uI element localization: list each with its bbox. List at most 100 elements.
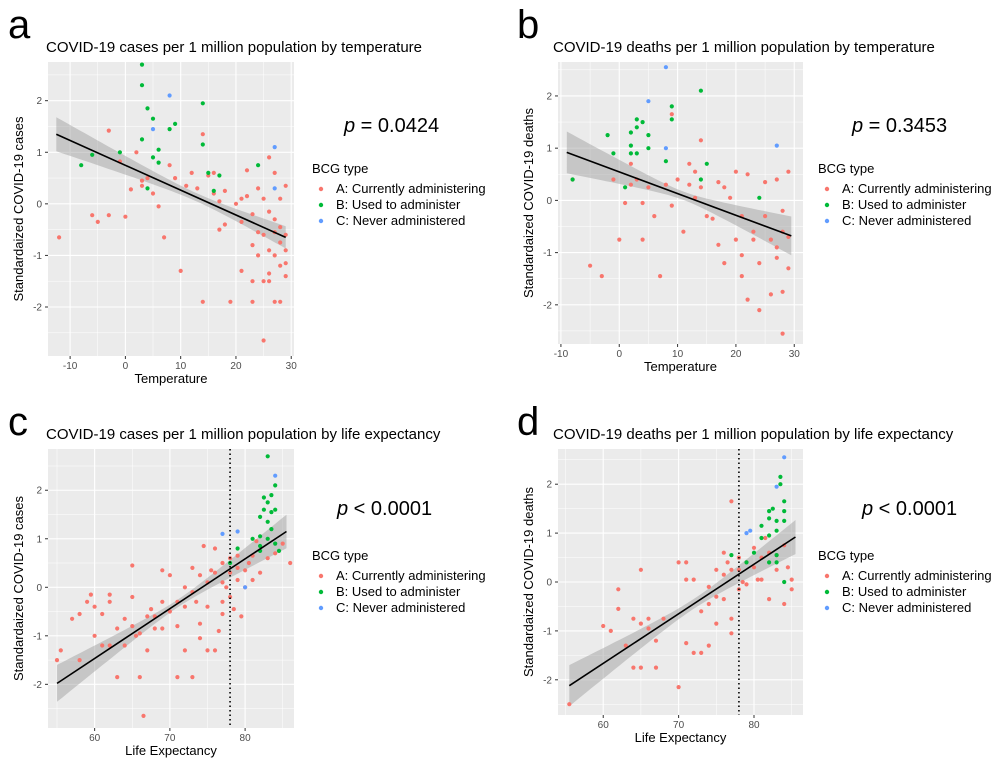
- regression-line: [568, 536, 796, 687]
- data-point: [77, 611, 82, 617]
- data-point: [106, 128, 111, 133]
- data-point: [134, 150, 139, 155]
- data-point: [269, 527, 274, 532]
- data-point: [58, 648, 63, 653]
- data-point: [178, 268, 183, 273]
- data-point: [235, 553, 240, 558]
- data-point: [267, 248, 272, 253]
- legend-label: C: Never administered: [842, 213, 971, 228]
- legend-label: B: Used to administer: [842, 197, 967, 212]
- data-point: [278, 263, 283, 268]
- data-point: [197, 621, 203, 626]
- y-tick-label: -2: [33, 680, 42, 691]
- data-point: [744, 531, 749, 536]
- y-tick-label: -1: [543, 248, 552, 259]
- data-point: [258, 514, 263, 520]
- data-point: [85, 599, 90, 604]
- data-point: [759, 535, 764, 541]
- data-point: [205, 604, 210, 609]
- data-point: [634, 125, 639, 130]
- data-point: [115, 675, 120, 680]
- x-tick-label: -10: [554, 349, 569, 360]
- data-point: [235, 577, 240, 583]
- data-point: [691, 577, 696, 582]
- data-point: [767, 533, 772, 538]
- data-point: [130, 563, 135, 568]
- data-point: [722, 261, 727, 266]
- data-point: [212, 570, 218, 575]
- data-point: [652, 214, 657, 219]
- data-point: [729, 616, 734, 621]
- data-point: [222, 188, 227, 193]
- data-point: [714, 567, 719, 572]
- legend-swatch-A: [824, 186, 830, 192]
- data-point: [261, 507, 266, 512]
- data-point: [231, 607, 236, 612]
- y-tick-label: 2: [546, 480, 552, 491]
- data-point: [130, 624, 135, 629]
- data-point: [778, 482, 783, 487]
- data-point: [217, 199, 222, 204]
- data-point: [182, 604, 187, 609]
- data-point: [117, 150, 122, 155]
- data-point: [175, 675, 180, 680]
- data-point: [77, 658, 82, 663]
- data-point: [605, 133, 610, 138]
- x-tick-label: 80: [240, 733, 252, 744]
- chart-title: COVID-19 cases per 1 million population …: [46, 39, 422, 56]
- data-point: [239, 196, 244, 201]
- y-tick-label: -2: [543, 675, 552, 686]
- legend-swatch-B: [318, 202, 324, 208]
- data-point: [250, 536, 255, 541]
- data-point: [182, 648, 187, 653]
- y-tick-label: 0: [36, 199, 42, 210]
- data-point: [699, 609, 704, 614]
- data-point: [265, 536, 270, 541]
- data-point: [239, 614, 244, 619]
- data-point: [646, 616, 651, 621]
- data-point: [786, 266, 791, 271]
- data-point: [145, 176, 150, 181]
- legend-swatch-C: [318, 605, 324, 611]
- data-point: [95, 219, 100, 224]
- p-value-symbol: p: [851, 115, 863, 137]
- data-point: [167, 163, 172, 168]
- data-point: [137, 675, 142, 680]
- data-point: [728, 195, 733, 200]
- legend-swatch-A: [318, 186, 324, 192]
- legend-label: A: Currently administering: [336, 181, 486, 196]
- data-point: [220, 611, 225, 617]
- data-point: [684, 560, 689, 565]
- data-point: [721, 597, 726, 602]
- p-value: p = 0.3453: [851, 115, 947, 137]
- data-point: [767, 509, 772, 514]
- data-point: [782, 518, 787, 524]
- data-point: [57, 235, 62, 240]
- minor-gridlines: [48, 449, 294, 728]
- data-point: [733, 237, 739, 242]
- data-point: [239, 268, 244, 273]
- data-point: [663, 159, 669, 164]
- data-point: [156, 204, 161, 209]
- data-point: [751, 229, 756, 234]
- data-point: [250, 212, 255, 217]
- data-point: [640, 237, 645, 242]
- data-point: [107, 643, 112, 648]
- data-point: [205, 648, 210, 653]
- data-point: [755, 577, 760, 582]
- plot-background: [48, 62, 294, 356]
- y-tick-label: 2: [36, 486, 42, 497]
- legend-label: A: Currently administering: [336, 568, 486, 583]
- panel-c: c COVID-19 cases per 1 million population…: [8, 400, 486, 758]
- data-point: [725, 560, 730, 565]
- data-point: [623, 200, 628, 206]
- data-point: [729, 499, 734, 504]
- data-point: [774, 528, 779, 533]
- data-point: [152, 626, 157, 631]
- regression-line: [56, 530, 287, 685]
- data-point: [250, 577, 255, 583]
- data-point: [698, 185, 704, 190]
- data-point: [669, 112, 674, 117]
- data-point: [206, 170, 211, 175]
